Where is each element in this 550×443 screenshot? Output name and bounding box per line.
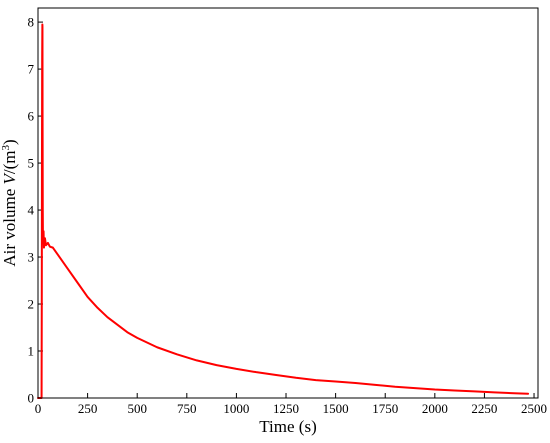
x-tick-label: 1000	[223, 401, 249, 416]
y-tick-label: 0	[28, 391, 35, 406]
x-tick-label: 750	[177, 401, 197, 416]
y-tick-label: 8	[28, 15, 35, 30]
y-axis-title-exponent: 3	[0, 145, 12, 151]
x-tick-label: 1500	[323, 401, 349, 416]
plot-frame	[37, 7, 539, 399]
y-tick-label: 7	[28, 62, 35, 77]
y-tick-label: 5	[28, 156, 35, 171]
series-layer	[37, 23, 530, 399]
x-tick-label: 250	[78, 401, 98, 416]
y-axis-title-prefix: Air volume	[0, 185, 19, 267]
x-axis-title: Time (s)	[259, 417, 316, 436]
y-axis-title: Air volume V/(m3)	[0, 139, 19, 266]
series-line	[37, 23, 530, 399]
y-tick-label: 2	[28, 297, 35, 312]
tick-labels: 0 250 500 750 1000 1250 1500 1750 2000 2250 2500 0 1…	[28, 15, 548, 416]
x-tick-label: 2000	[422, 401, 448, 416]
y-axis-title-symbol: V	[0, 172, 19, 185]
x-tick-label: 1250	[273, 401, 299, 416]
x-tick-label: 1750	[372, 401, 398, 416]
y-tick-label: 1	[28, 344, 35, 359]
x-tick-label: 2500	[521, 401, 547, 416]
y-tick-label: 4	[28, 203, 35, 218]
x-tick-label: 2250	[471, 401, 497, 416]
x-tick-label: 0	[35, 401, 42, 416]
y-axis-title-unit: /(m	[0, 151, 19, 175]
y-tick-label: 6	[28, 109, 35, 124]
y-tick-label: 3	[28, 250, 35, 265]
y-axis-title-suffix: )	[0, 139, 19, 145]
x-tick-label: 500	[127, 401, 147, 416]
